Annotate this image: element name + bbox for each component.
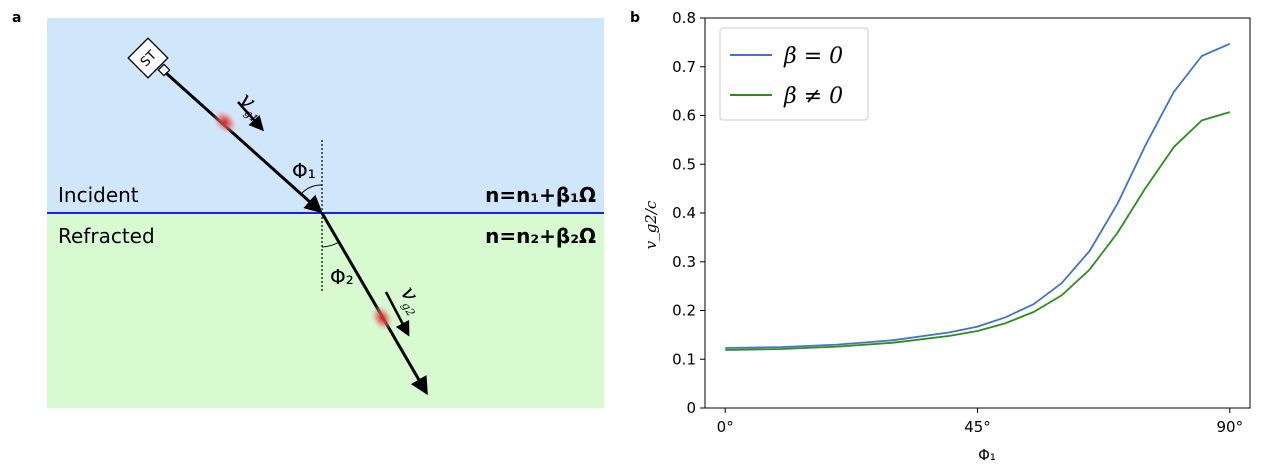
svg-text:v_g2/c: v_g2/c [642, 200, 660, 249]
y-tick-label: 0.8 [672, 9, 696, 27]
n-incident-label: n=n₁+β₁Ω [485, 183, 596, 207]
x-tick-label: 0° [717, 418, 734, 436]
x-axis-label: Φ₁ [978, 446, 996, 464]
refracted-label: Refracted [58, 224, 155, 248]
vg2-arrow [384, 291, 410, 337]
refracted-pulse [370, 304, 394, 332]
source-box: ST [127, 37, 169, 79]
incident-ray [164, 71, 323, 214]
refraction-diagram: ST Φ₁ Φ₂ v g1 v g2 Incident Refracted n=… [47, 18, 604, 408]
y-tick-label: 0.3 [672, 253, 696, 271]
y-tick-label: 0.1 [672, 350, 696, 368]
series-line-1 [725, 111, 1231, 351]
phi2-arc [321, 241, 340, 248]
y-tick-label: 0.6 [672, 107, 696, 125]
y-tick-label: 0.7 [672, 58, 696, 76]
incident-label: Incident [58, 183, 139, 207]
y-axis-label: v_g2/c [642, 200, 660, 249]
phi2-label: Φ₂ [330, 265, 354, 289]
legend-box [719, 27, 869, 121]
legend: β = 0 β ≠ 0 [719, 27, 869, 121]
x-tick-label: 45° [964, 418, 991, 436]
chart-series [725, 42, 1231, 351]
legend-label-beta-nonzero: β ≠ 0 [783, 84, 843, 109]
plot-frame [704, 17, 1251, 409]
chart-axes: 0 0.1 0.2 0.3 0.4 0.5 0.6 0.7 0.8 0° 45° 90° [672, 9, 1243, 436]
x-tick-label: 90° [1217, 418, 1244, 436]
phi1-arc [300, 184, 323, 195]
svg-text:g2: g2 [399, 300, 417, 319]
phi1-label: Φ₁ [292, 159, 316, 183]
velocity-chart: 0 0.1 0.2 0.3 0.4 0.5 0.6 0.7 0.8 0° 45° 90° β = 0 … [642, 9, 1251, 464]
y-tick-label: 0.4 [672, 204, 696, 222]
y-tick-label: 0 [686, 399, 696, 417]
y-tick-label: 0.2 [672, 302, 696, 320]
y-tick-label: 0.5 [672, 155, 696, 173]
n-refracted-label: n=n₂+β₂Ω [485, 224, 596, 248]
series-line-0 [725, 42, 1231, 349]
legend-label-beta-zero: β = 0 [783, 44, 843, 69]
vg1-arrow [237, 101, 264, 132]
panel-a-label: a [12, 10, 22, 26]
incident-pulse [212, 110, 238, 134]
panel-b-label: b [630, 10, 641, 26]
refracted-medium-region [47, 213, 604, 408]
refracted-ray [320, 212, 428, 396]
